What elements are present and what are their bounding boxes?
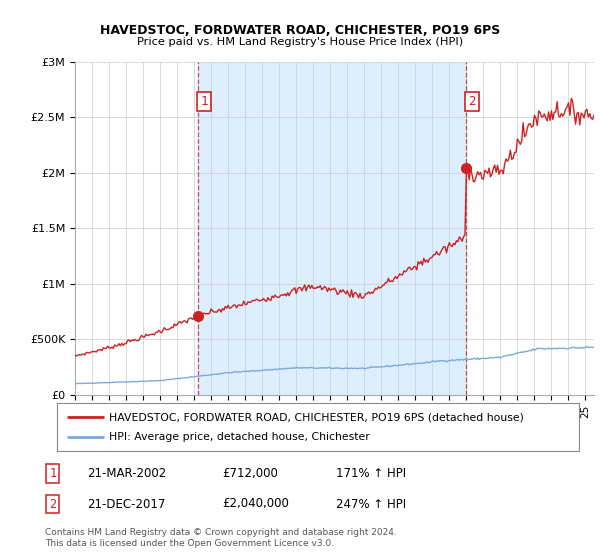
Text: Contains HM Land Registry data © Crown copyright and database right 2024.
This d: Contains HM Land Registry data © Crown c… [45,528,397,548]
Text: 21-MAR-2002: 21-MAR-2002 [87,466,166,480]
Text: 1: 1 [49,466,56,480]
Text: HPI: Average price, detached house, Chichester: HPI: Average price, detached house, Chic… [109,432,370,442]
Text: HAVEDSTOC, FORDWATER ROAD, CHICHESTER, PO19 6PS: HAVEDSTOC, FORDWATER ROAD, CHICHESTER, P… [100,24,500,36]
Text: 21-DEC-2017: 21-DEC-2017 [87,497,166,511]
Text: 1: 1 [200,95,208,108]
Text: 171% ↑ HPI: 171% ↑ HPI [336,466,406,480]
Text: £2,040,000: £2,040,000 [222,497,289,511]
Text: £712,000: £712,000 [222,466,278,480]
Bar [198,62,466,395]
Text: Price paid vs. HM Land Registry's House Price Index (HPI): Price paid vs. HM Land Registry's House … [137,37,463,47]
Text: 247% ↑ HPI: 247% ↑ HPI [336,497,406,511]
Text: 2: 2 [49,497,56,511]
Text: 2: 2 [469,95,476,108]
Text: HAVEDSTOC, FORDWATER ROAD, CHICHESTER, PO19 6PS (detached house): HAVEDSTOC, FORDWATER ROAD, CHICHESTER, P… [109,413,524,422]
